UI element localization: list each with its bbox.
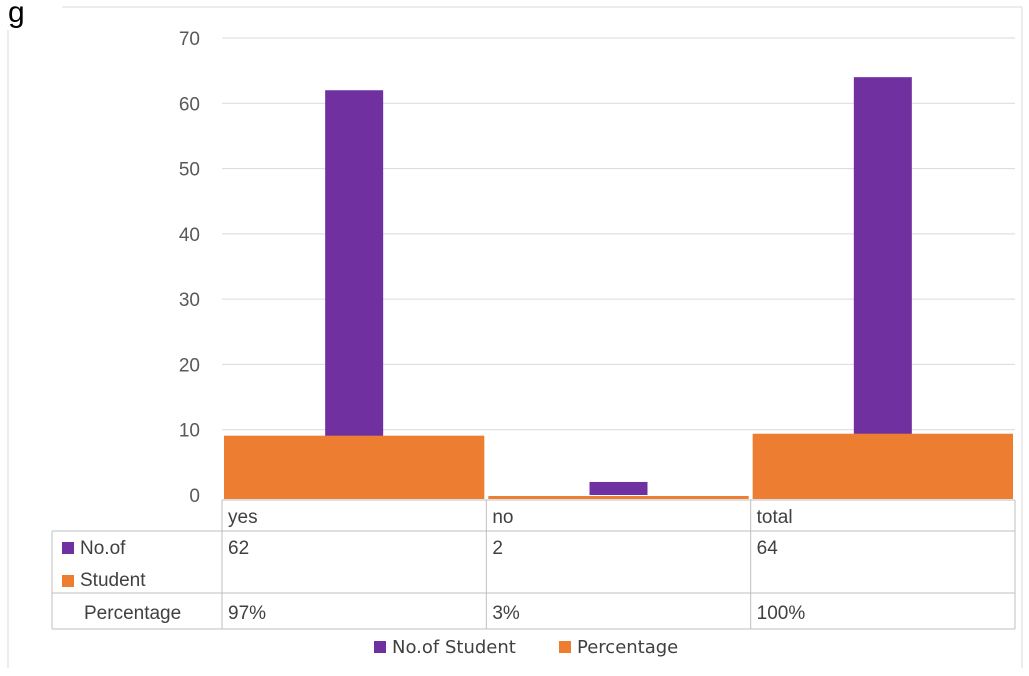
legend: No.of Student Percentage [374, 637, 678, 658]
y-tick-label: 50 [179, 160, 200, 181]
chart-title-fragment: g [8, 0, 25, 29]
table-cell: 97% [228, 603, 266, 624]
table-cell: 64 [757, 538, 779, 559]
table-legend-marker [62, 575, 74, 587]
bar-percentage-yes [224, 435, 485, 499]
x-category-label: total [757, 507, 793, 528]
x-category-label: yes [228, 507, 258, 528]
table-cell: 100% [757, 603, 806, 624]
y-axis-ticks: 0 10 20 30 40 50 60 70 [179, 29, 200, 507]
legend-marker-percentage [559, 641, 571, 653]
bar-students-no [589, 481, 648, 495]
y-tick-label: 70 [179, 29, 200, 50]
legend-marker-students [374, 641, 386, 653]
y-tick-label: 10 [179, 421, 200, 442]
legend-label: Percentage [577, 637, 678, 658]
y-tick-label: 60 [179, 94, 200, 115]
data-table: yes no total No.of Student 62 2 64 Percentage 97%… [51, 499, 1016, 630]
bar-students-total [853, 77, 912, 496]
y-tick-label: 0 [189, 486, 200, 507]
legend-label: No.of Student [392, 637, 516, 658]
bar-percentage-total [752, 433, 1013, 499]
bar-percentage-no [488, 496, 749, 499]
x-category-label: no [492, 507, 513, 528]
y-tick-label: 20 [179, 355, 200, 376]
y-tick-label: 40 [179, 225, 200, 246]
table-cell: 3% [492, 603, 520, 624]
table-row-label: Percentage [84, 603, 181, 624]
bars [224, 77, 1013, 499]
table-cell: 2 [492, 538, 503, 559]
table-row-label: Student [80, 570, 146, 591]
table-row-label: No.of [80, 538, 126, 559]
table-cell: 62 [228, 538, 249, 559]
bar-students-yes [325, 90, 384, 495]
table-legend-marker [62, 542, 74, 554]
y-tick-label: 30 [179, 290, 200, 311]
